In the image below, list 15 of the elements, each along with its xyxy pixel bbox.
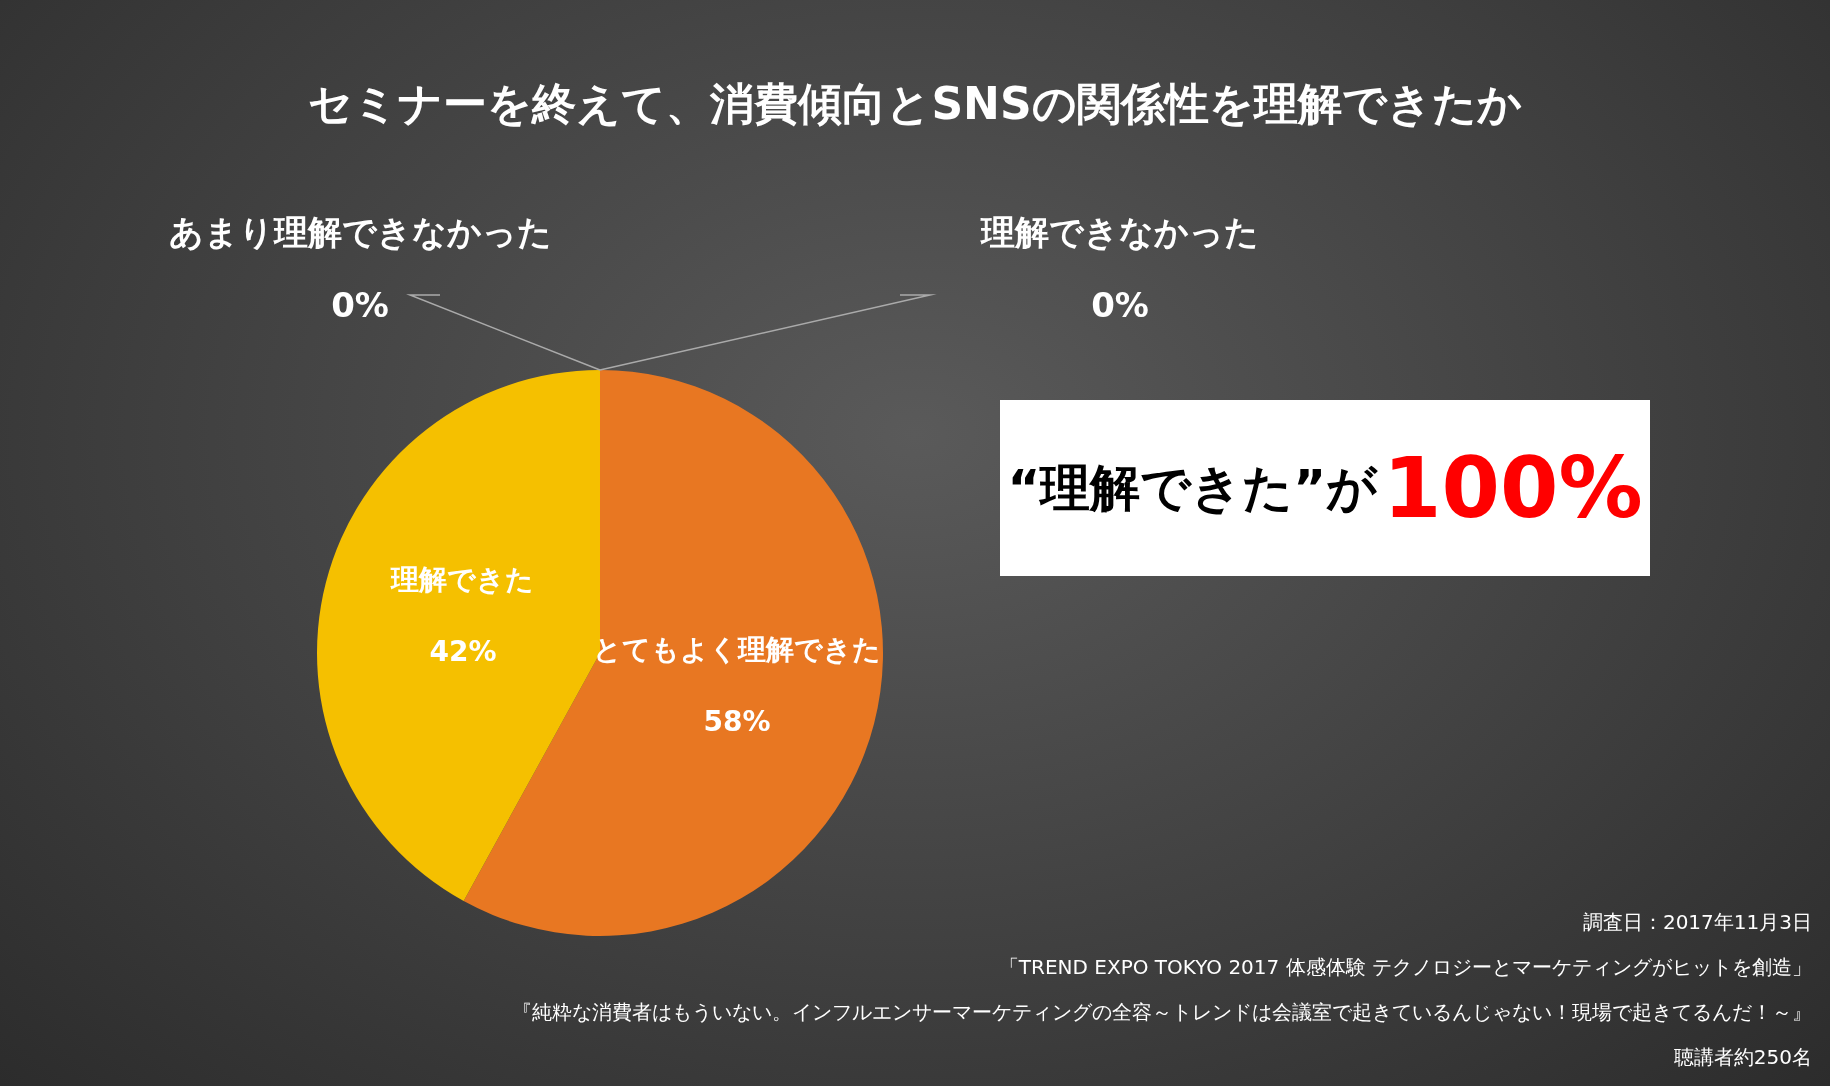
slice-label: とてもよく理解できた: [593, 633, 882, 667]
text: 聴講者約250名: [1672, 1044, 1812, 1071]
data-label: 58%: [703, 705, 771, 739]
slice-label: 理解できた: [390, 563, 535, 597]
text: 100%: [1383, 439, 1643, 537]
category-label: 理解できなかった: [981, 211, 1259, 252]
text: 0%: [331, 284, 389, 325]
text: “理解できた”が: [1007, 457, 1378, 519]
data-label: 42%: [429, 635, 497, 669]
text: 『純粋な消費者はもういない。インフルエンサーマーケティングの全容～トレンドは会議室で起きているんじゃない！現場で起きてるんだ！～』: [512, 999, 1812, 1026]
chart-title: セミナーを終えて、消費傾向とSNSの関係性を理解できたか: [307, 77, 1523, 131]
text: 「TREND EXPO TOKYO 2017 体感体験 テクノロジーとマーケティングがヒットを創造」: [997, 954, 1812, 981]
category-label: あまり理解できなかった: [168, 211, 552, 252]
text: 0%: [1091, 284, 1149, 325]
text: 調査日：2017年11月3日: [1581, 909, 1812, 936]
